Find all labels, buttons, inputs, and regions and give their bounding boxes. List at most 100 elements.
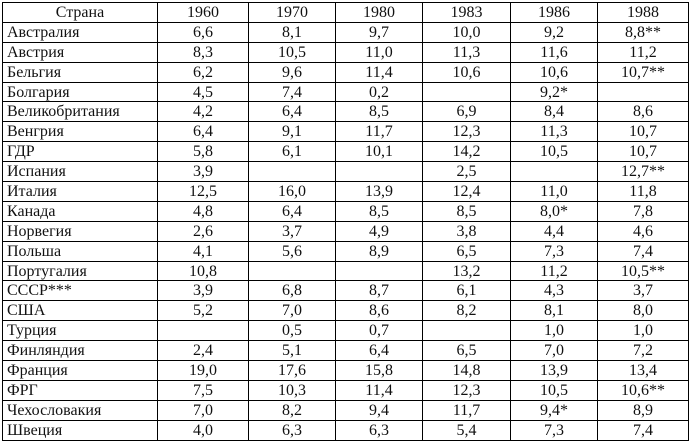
- value-cell: 11,7: [335, 121, 423, 143]
- value-cell: 11,0: [335, 41, 423, 63]
- value-cell: 9,2*: [510, 81, 598, 103]
- data-table: Страна 1960 1970 1980 1983 1986 1988 Австралия 6…: [2, 2, 689, 441]
- value-cell: 8,5: [335, 101, 423, 123]
- table-row: Финляндия 2,4 5,1 6,4 6,5 7,0 7,2: [2, 340, 689, 362]
- value-cell: 10,7: [597, 141, 689, 163]
- country-cell: Австрия: [2, 41, 158, 63]
- value-cell: 9,6: [248, 61, 336, 83]
- value-cell: 7,0: [157, 399, 249, 421]
- value-cell: 19,0: [157, 360, 249, 381]
- value-cell: 9,2: [510, 21, 598, 43]
- value-cell: 6,1: [422, 280, 511, 302]
- value-cell: 13,4: [597, 360, 689, 381]
- header-cell: 1960: [157, 2, 249, 23]
- header-row: Страна 1960 1970 1980 1983 1986 1988: [2, 2, 689, 23]
- table-row: Чехословакия 7,0 8,2 9,4 11,7 9,4* 8,9: [2, 399, 689, 421]
- value-cell: 16,0: [248, 181, 336, 202]
- value-cell: 4,4: [510, 220, 598, 242]
- value-cell: 6,5: [422, 240, 511, 262]
- value-cell: 9,1: [248, 121, 336, 143]
- value-cell: 11,8: [597, 181, 689, 202]
- value-cell: 13,9: [335, 181, 423, 202]
- value-cell: 12,5: [157, 181, 249, 202]
- value-cell: 8,8**: [597, 21, 689, 43]
- value-cell: 1,0: [597, 320, 689, 342]
- country-cell: ФРГ: [2, 379, 158, 401]
- header-cell: 1980: [335, 2, 423, 23]
- table-row: Швеция 4,0 6,3 6,3 5,4 7,3 7,4: [2, 419, 689, 441]
- value-cell: 4,6: [597, 220, 689, 242]
- table-row: Австралия 6,6 8,1 9,7 10,0 9,2 8,8**: [2, 21, 689, 43]
- country-cell: Швеция: [2, 419, 158, 441]
- value-cell: 4,1: [157, 240, 249, 262]
- value-cell: 7,5: [157, 379, 249, 401]
- value-cell: 6,6: [157, 21, 249, 43]
- table-row: Польша 4,1 5,6 8,9 6,5 7,3 7,4: [2, 240, 689, 262]
- value-cell: 6,4: [248, 200, 336, 222]
- table-row: Австрия 8,3 10,5 11,0 11,3 11,6 11,2: [2, 41, 689, 63]
- table-row: Португалия 10,8 13,2 11,2 10,5**: [2, 260, 689, 282]
- value-cell: [157, 320, 249, 342]
- value-cell: 8,1: [248, 21, 336, 43]
- value-cell: [422, 320, 511, 342]
- value-cell: 7,8: [597, 200, 689, 222]
- value-cell: [248, 260, 336, 282]
- value-cell: 4,2: [157, 101, 249, 123]
- value-cell: 10,5**: [597, 260, 689, 282]
- value-cell: 6,3: [335, 419, 423, 441]
- table-row: Бельгия 6,2 9,6 11,4 10,6 10,6 10,7**: [2, 61, 689, 83]
- value-cell: 10,8: [157, 260, 249, 282]
- value-cell: 10,0: [422, 21, 511, 43]
- table-row: США 5,2 7,0 8,6 8,2 8,1 8,0: [2, 300, 689, 322]
- value-cell: 8,6: [597, 101, 689, 123]
- value-cell: 11,7: [422, 399, 511, 421]
- header-cell: 1970: [248, 2, 336, 23]
- value-cell: 7,4: [597, 419, 689, 441]
- value-cell: 2,4: [157, 340, 249, 362]
- header-cell: 1983: [422, 2, 511, 23]
- country-cell: США: [2, 300, 158, 322]
- country-cell: Польша: [2, 240, 158, 262]
- table-row: Испания 3,9 2,5 12,7**: [2, 161, 689, 183]
- value-cell: 6,5: [422, 340, 511, 362]
- value-cell: 6,2: [157, 61, 249, 83]
- value-cell: 3,8: [422, 220, 511, 242]
- value-cell: 12,3: [422, 121, 511, 143]
- value-cell: 10,3: [248, 379, 336, 401]
- value-cell: 4,3: [510, 280, 598, 302]
- value-cell: 12,4: [422, 181, 511, 202]
- table-row: ФРГ 7,5 10,3 11,4 12,3 10,5 10,6**: [2, 379, 689, 401]
- value-cell: 15,8: [335, 360, 423, 381]
- value-cell: 3,9: [157, 161, 249, 183]
- value-cell: 6,1: [248, 141, 336, 163]
- value-cell: 7,0: [510, 340, 598, 362]
- country-cell: Турция: [2, 320, 158, 342]
- value-cell: [335, 260, 423, 282]
- table-row: Франция 19,0 17,6 15,8 14,8 13,9 13,4: [2, 360, 689, 381]
- country-cell: Португалия: [2, 260, 158, 282]
- country-cell: Бельгия: [2, 61, 158, 83]
- value-cell: 0,5: [248, 320, 336, 342]
- value-cell: 6,4: [248, 101, 336, 123]
- value-cell: 7,3: [510, 240, 598, 262]
- value-cell: 0,7: [335, 320, 423, 342]
- value-cell: 13,9: [510, 360, 598, 381]
- value-cell: 8,3: [157, 41, 249, 63]
- value-cell: 5,2: [157, 300, 249, 322]
- value-cell: 13,2: [422, 260, 511, 282]
- value-cell: 11,2: [510, 260, 598, 282]
- value-cell: 8,0*: [510, 200, 598, 222]
- value-cell: 7,2: [597, 340, 689, 362]
- header-cell: 1988: [597, 2, 689, 23]
- value-cell: 10,1: [335, 141, 423, 163]
- value-cell: 7,4: [248, 81, 336, 103]
- value-cell: 4,0: [157, 419, 249, 441]
- value-cell: 7,3: [510, 419, 598, 441]
- country-cell: Испания: [2, 161, 158, 183]
- value-cell: 6,8: [248, 280, 336, 302]
- value-cell: 8,4: [510, 101, 598, 123]
- value-cell: 3,9: [157, 280, 249, 302]
- value-cell: 5,8: [157, 141, 249, 163]
- value-cell: 8,0: [597, 300, 689, 322]
- value-cell: 10,6**: [597, 379, 689, 401]
